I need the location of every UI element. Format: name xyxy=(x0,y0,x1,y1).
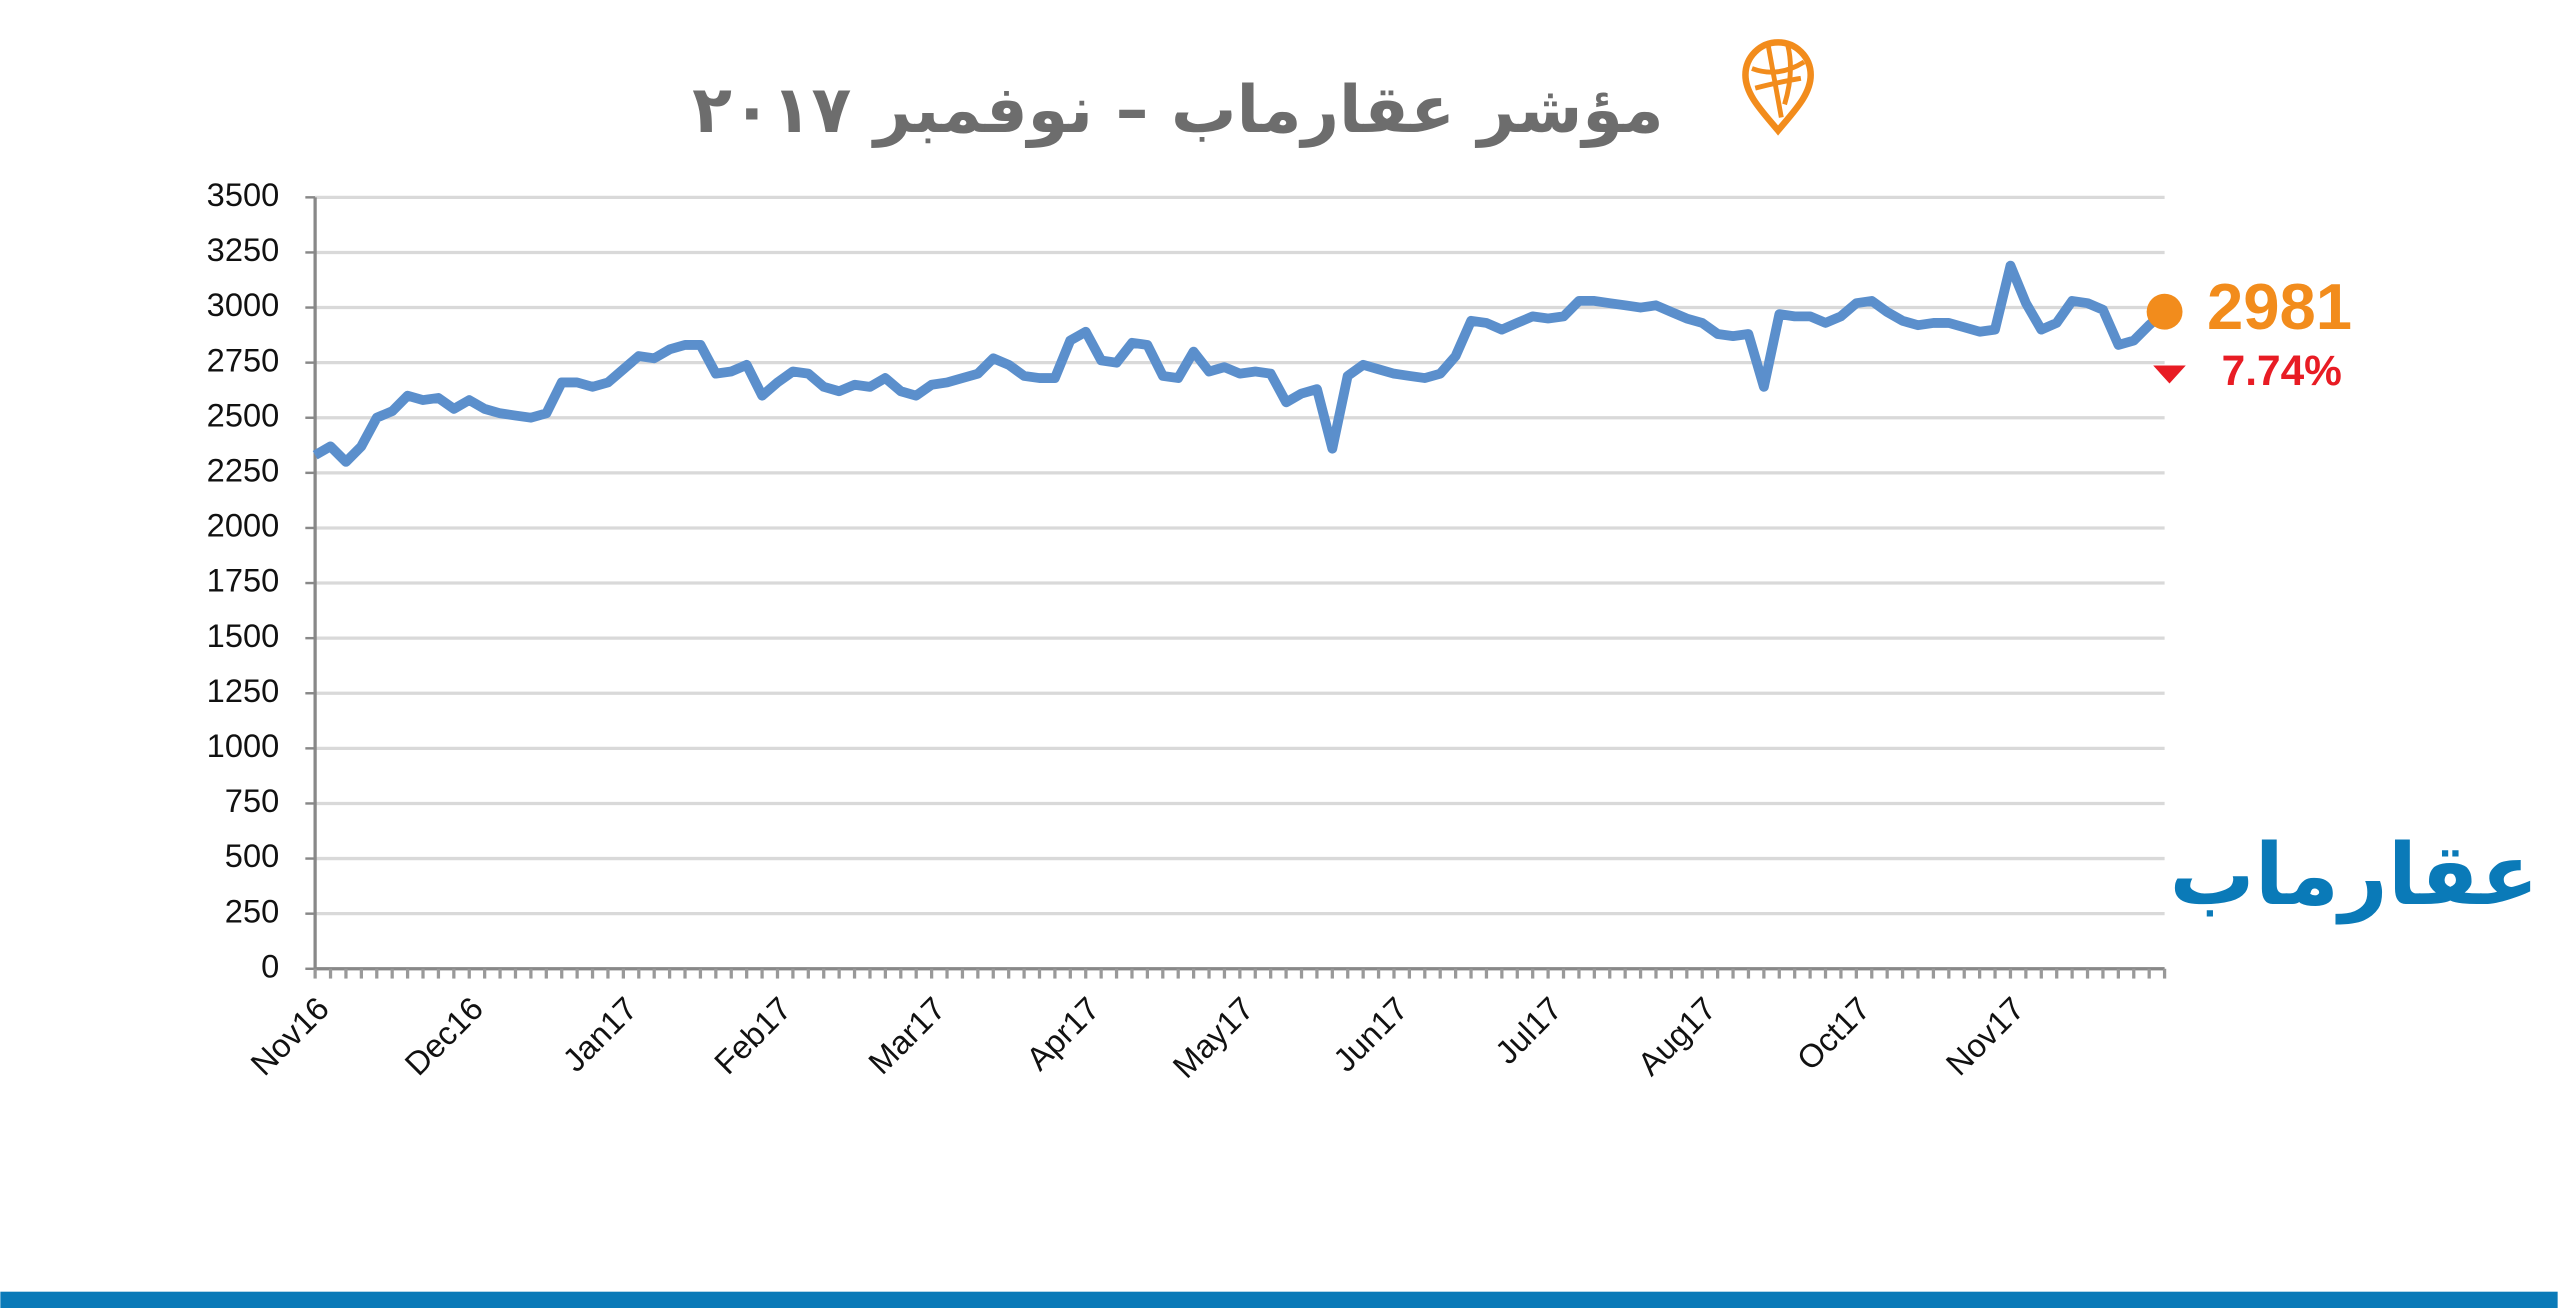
y-tick-label: 1500 xyxy=(207,617,280,654)
chart-title: مؤشر عقارماب – نوفمبر ٢٠١٧ xyxy=(692,72,1664,148)
x-tick-label: Nov17 xyxy=(1938,990,2031,1083)
series-line xyxy=(312,260,2168,467)
annotation-change: 7.74% xyxy=(2222,347,2342,394)
y-tick-label: 1000 xyxy=(207,727,280,764)
x-tick-label: Jul17 xyxy=(1488,990,1569,1071)
annotation-value: 2981 xyxy=(2207,270,2352,343)
y-tick-label: 750 xyxy=(225,782,279,819)
down-triangle xyxy=(2153,365,2186,384)
y-tick-label: 2250 xyxy=(207,451,280,488)
x-tick-label: Aug17 xyxy=(1630,990,1723,1083)
x-tick-label: Oct17 xyxy=(1789,990,1877,1078)
y-tick-label: 250 xyxy=(225,892,279,929)
last-point xyxy=(2146,293,2183,330)
y-tick-label: 2000 xyxy=(207,507,280,544)
y-tick-label: 1750 xyxy=(207,562,280,599)
y-tick-label: 2500 xyxy=(207,396,280,433)
x-tick-label: Jan17 xyxy=(555,990,644,1079)
x-tick-label: May17 xyxy=(1165,990,1260,1085)
y-tick-label: 0 xyxy=(261,947,279,984)
logo-pin xyxy=(1742,39,1814,136)
y-tick-label: 3250 xyxy=(207,231,280,268)
x-tick-label: Dec16 xyxy=(397,990,490,1083)
y-tick-label: 3500 xyxy=(207,176,280,213)
x-tick-label: Nov16 xyxy=(243,990,336,1083)
y-tick-label: 3000 xyxy=(207,286,280,323)
x-tick-label: Jun17 xyxy=(1326,990,1415,1079)
x-tick-label: Mar17 xyxy=(861,990,953,1082)
watermark: عقارماب xyxy=(2169,825,2538,925)
footer-bar xyxy=(0,1291,2558,1308)
x-tick-label: Apr17 xyxy=(1019,990,1107,1078)
x-tick-label: Feb17 xyxy=(707,990,799,1082)
y-tick-label: 1250 xyxy=(207,672,280,709)
y-tick-label: 500 xyxy=(225,837,279,874)
y-tick-label: 2750 xyxy=(207,341,280,378)
